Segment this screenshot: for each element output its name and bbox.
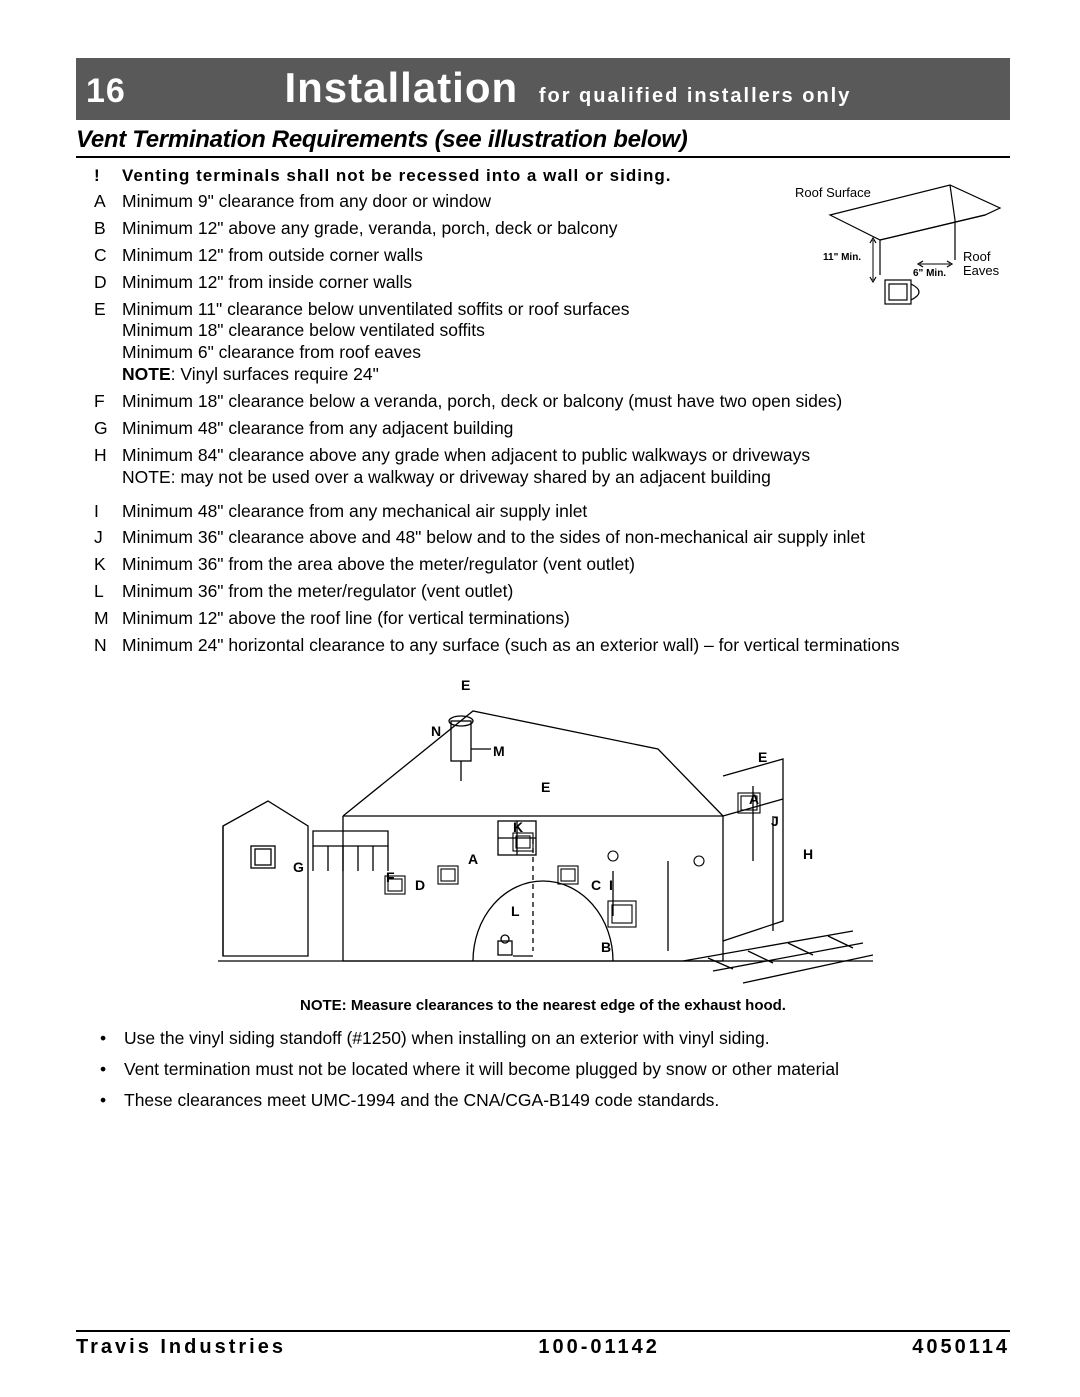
req-note-bold: NOTE [122,364,171,384]
dl-E3: E [758,749,767,765]
req-row: E Minimum 11" clearance below unventilat… [94,299,694,387]
page-number: 16 [86,72,126,111]
req-row: IMinimum 48" clearance from any mechanic… [94,501,1010,523]
req-text: Minimum 48" clearance from any mechanica… [122,501,1010,523]
dl-K: K [513,819,523,835]
bullet-item: Vent termination must not be located whe… [100,1059,1010,1080]
req-label: G [94,418,122,440]
req-label: F [94,391,122,413]
req-label: E [94,299,122,387]
req-text: Minimum 11" clearance below unventilated… [122,299,694,387]
body: Roof Surface 11" Min. 6" Min. Roof Eaves… [76,166,1010,1111]
req-label: H [94,445,122,489]
req-text: Minimum 36" clearance above and 48" belo… [122,527,1010,549]
bullet-list: Use the vinyl siding standoff (#1250) wh… [100,1028,1010,1111]
dl-G: G [293,859,304,875]
dl-C: C [591,877,601,893]
dl-E: E [461,677,470,693]
req-label: I [94,501,122,523]
roof-diagram: Roof Surface 11" Min. 6" Min. Roof Eaves [785,180,1010,330]
roof-eaves-label: Roof Eaves [963,250,1010,279]
req-row: NMinimum 24" horizontal clearance to any… [94,635,1010,657]
req-row: MMinimum 12" above the roof line (for ve… [94,608,1010,630]
req-label: A [94,191,122,213]
req-text: Minimum 36" from the area above the mete… [122,554,1010,576]
diagram-note: NOTE: Measure clearances to the nearest … [76,997,1010,1014]
bullet-item: These clearances meet UMC-1994 and the C… [100,1090,1010,1111]
req-label: M [94,608,122,630]
req-note-text: : Vinyl surfaces require 24" [171,364,379,384]
footer-company: Travis Industries [76,1336,286,1359]
warning-text: Venting terminals shall not be recessed … [122,166,671,186]
req-text: Minimum 48" clearance from any adjacent … [122,418,1010,440]
dl-B: B [601,939,611,955]
dl-A2: A [749,791,759,807]
dl-L: L [511,903,520,919]
bullet-item: Use the vinyl siding standoff (#1250) wh… [100,1028,1010,1049]
dl-I: I [609,877,613,893]
req-label: B [94,218,122,240]
req-label: N [94,635,122,657]
dl-N: N [431,723,441,739]
req-text: Minimum 84" clearance above any grade wh… [122,445,1010,489]
req-row: FMinimum 18" clearance below a veranda, … [94,391,1010,413]
dl-D: D [415,877,425,893]
min11-label: 11" Min. [823,252,861,263]
dl-J: J [771,813,779,829]
dl-H: H [803,846,813,862]
dl-A1: A [468,851,478,867]
page-header: 16 Installation for qualified installers… [76,58,1010,120]
req-text-inner: Minimum 11" clearance below unventilated… [122,299,629,363]
req-row: GMinimum 48" clearance from any adjacent… [94,418,1010,440]
footer-code: 4050114 [912,1336,1010,1359]
req-row: HMinimum 84" clearance above any grade w… [94,445,1010,489]
req-text: Minimum 18" clearance below a veranda, p… [122,391,1010,413]
req-label: C [94,245,122,267]
page-footer: Travis Industries 100-01142 4050114 [76,1330,1010,1359]
header-title: Installation for qualified installers on… [136,64,1000,112]
req-text: Minimum 36" from the meter/regulator (ve… [122,581,1010,603]
req-label: L [94,581,122,603]
min6-label: 6" Min. [913,268,946,279]
roof-surface-label: Roof Surface [795,186,871,200]
req-row: LMinimum 36" from the meter/regulator (v… [94,581,1010,603]
req-label: J [94,527,122,549]
header-subtitle: for qualified installers only [539,85,852,107]
dl-E2: E [541,779,550,795]
req-label: K [94,554,122,576]
section-title: Vent Termination Requirements (see illus… [76,126,1010,158]
req-label: D [94,272,122,294]
warning-label: ! [94,166,122,186]
req-row: JMinimum 36" clearance above and 48" bel… [94,527,1010,549]
dl-F: F [386,869,395,885]
req-text: Minimum 12" above the roof line (for ver… [122,608,1010,630]
dl-M: M [493,743,505,759]
house-diagram: E N M E E K A A J H G F D L C I B [213,671,873,991]
header-title-text: Installation [284,64,518,111]
req-text: Minimum 24" horizontal clearance to any … [122,635,1010,657]
req-row: KMinimum 36" from the area above the met… [94,554,1010,576]
footer-part: 100-01142 [538,1336,660,1359]
